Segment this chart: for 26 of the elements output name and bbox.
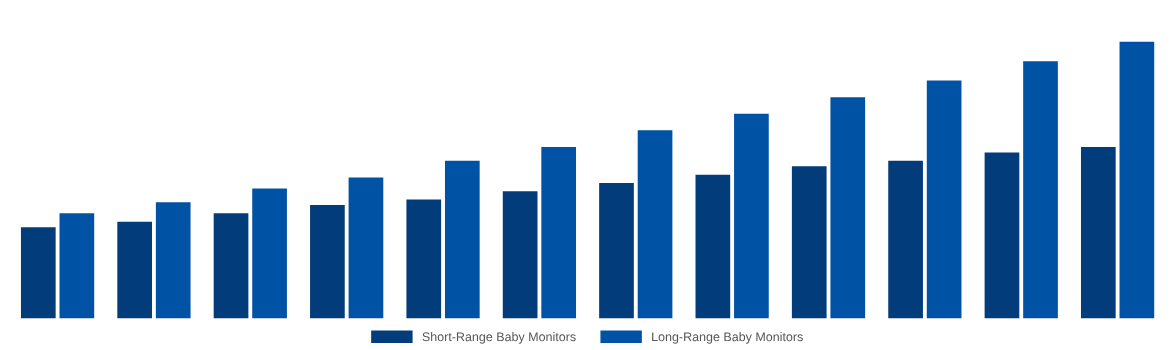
bar <box>310 205 345 319</box>
bar <box>117 221 153 319</box>
bar <box>984 152 1020 319</box>
bar <box>444 160 480 319</box>
bar <box>406 199 442 319</box>
bar <box>348 177 384 319</box>
legend-label: Short-Range Baby Monitors <box>422 332 576 344</box>
bar <box>541 146 577 319</box>
bar <box>1119 41 1155 319</box>
bar <box>888 160 923 319</box>
bar <box>155 202 191 319</box>
bar <box>791 166 827 319</box>
bar <box>252 188 287 319</box>
bar <box>926 80 962 319</box>
bar <box>734 113 769 319</box>
bar <box>1023 61 1058 319</box>
legend-label: Long-Range Baby Monitors <box>652 332 803 344</box>
bar <box>502 191 538 319</box>
bar <box>1080 146 1116 319</box>
bar <box>599 182 634 319</box>
bar <box>20 227 56 319</box>
bar <box>830 97 866 319</box>
bar <box>213 213 249 319</box>
bar <box>637 130 673 319</box>
bar <box>695 174 731 319</box>
bar <box>59 213 95 319</box>
